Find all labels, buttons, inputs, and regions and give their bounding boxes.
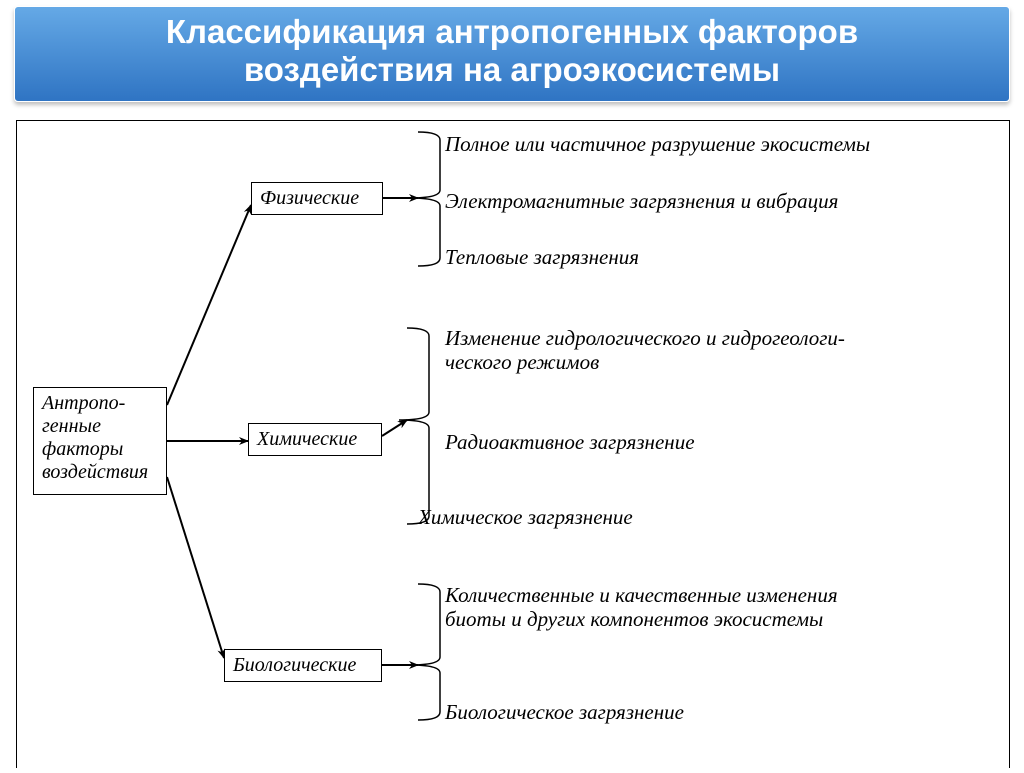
leaf-8: Биологическое загрязнение: [445, 700, 1005, 724]
title-line1: Классификация антропогенных факторов: [33, 13, 991, 51]
node-biological: Биологические: [224, 649, 382, 682]
title-bar: Классификация антропогенных факторов воз…: [14, 6, 1010, 102]
leaf-4: Изменение гидрологического и гидрогеолог…: [445, 326, 1005, 374]
leaf-6: Химическое загрязнение: [418, 505, 978, 529]
leaf-1: Полное или частичное разрушение экосисте…: [445, 132, 1005, 156]
node-physical: Физические: [251, 182, 383, 215]
title-line2: воздействия на агроэкосистемы: [33, 51, 991, 89]
node-root: Антропо- генные факторы воздействия: [33, 387, 167, 495]
leaf-3: Тепловые загрязнения: [445, 245, 1005, 269]
leaf-5: Радиоактивное загрязнение: [445, 430, 1005, 454]
leaf-2: Электромагнитные загрязнения и вибрация: [445, 189, 1005, 213]
leaf-7: Количественные и качественные изменения …: [445, 583, 1005, 631]
node-chemical: Химические: [248, 423, 382, 456]
